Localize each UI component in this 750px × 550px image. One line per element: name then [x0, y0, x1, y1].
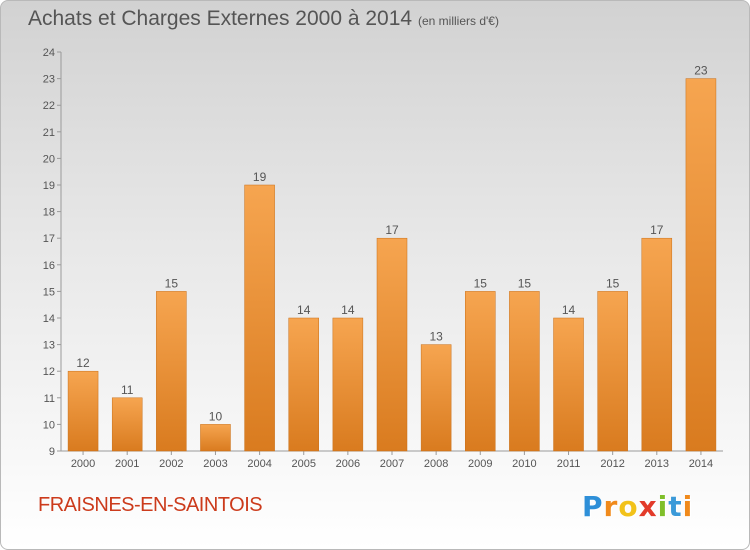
x-tick-label: 2012 [600, 458, 624, 470]
bar-value-label: 14 [562, 303, 576, 317]
logo-letter: P [582, 490, 604, 523]
x-tick-label: 2005 [291, 458, 315, 470]
y-tick-label: 16 [43, 260, 55, 272]
bar [509, 291, 540, 452]
bar [685, 78, 717, 452]
y-tick-label: 19 [43, 180, 55, 192]
y-tick-label: 20 [43, 153, 55, 165]
bar [641, 237, 673, 452]
bar [597, 291, 628, 452]
bar-value-label: 14 [297, 303, 311, 317]
bar [111, 397, 143, 452]
y-tick-label: 9 [49, 446, 55, 458]
bar [156, 291, 187, 452]
x-tick-label: 2004 [247, 458, 271, 470]
bar-value-label: 15 [518, 276, 532, 290]
bar-value-label: 12 [76, 356, 90, 370]
x-tick-label: 2002 [159, 458, 183, 470]
bar-value-label: 11 [121, 383, 134, 397]
logo-letter: o [618, 490, 639, 523]
bar-value-label: 15 [165, 276, 179, 290]
logo-letter: i [657, 490, 669, 523]
y-tick-label: 12 [43, 366, 55, 378]
commune-name: FRAISNES-EN-SAINTOIS [38, 494, 263, 516]
chart-subtitle: (en milliers d'€) [418, 14, 499, 28]
x-tick-label: 2006 [336, 458, 360, 470]
bar [465, 291, 496, 452]
y-tick-label: 24 [43, 47, 55, 59]
bar [553, 317, 584, 452]
bar-value-label: 17 [650, 223, 664, 237]
bar-value-label: 15 [606, 276, 620, 290]
bar [67, 370, 99, 452]
bar-value-label: 19 [253, 170, 267, 184]
x-tick-label: 2003 [203, 458, 227, 470]
logo-letter: x [638, 490, 658, 523]
y-tick-label: 23 [43, 74, 55, 86]
bar-value-label: 17 [385, 223, 399, 237]
bar-value-label: 23 [694, 64, 708, 78]
bar-value-label: 15 [474, 276, 488, 290]
chart-title: Achats et Charges Externes 2000 à 2014 [28, 7, 413, 30]
y-tick-label: 22 [43, 100, 55, 112]
x-tick-label: 2001 [115, 458, 139, 470]
y-tick-label: 17 [43, 233, 55, 245]
x-tick-label: 2014 [689, 458, 713, 470]
logo-letter: i [682, 490, 694, 523]
y-tick-label: 10 [43, 419, 55, 431]
y-tick-label: 18 [43, 207, 55, 219]
bar-value-label: 14 [341, 303, 355, 317]
x-tick-label: 2008 [424, 458, 448, 470]
x-tick-label: 2011 [557, 458, 581, 470]
proxiti-logo: Proxiti [582, 490, 693, 523]
bar [200, 424, 231, 452]
x-tick-label: 2010 [512, 458, 536, 470]
bar [244, 184, 275, 452]
y-tick-label: 13 [43, 340, 55, 352]
bar [288, 317, 319, 452]
x-tick-label: 2013 [645, 458, 669, 470]
chart-bars: 12 11 15 10 19 14 14 17 13 15 15 14 15 17 23 [67, 64, 717, 452]
y-tick-label: 15 [43, 286, 55, 298]
x-tick-label: 2007 [380, 458, 404, 470]
x-tick-label: 2009 [468, 458, 492, 470]
y-tick-label: 11 [44, 393, 55, 405]
y-tick-label: 14 [43, 313, 55, 325]
logo-letter: r [603, 490, 619, 523]
bar [420, 344, 452, 452]
x-tick-label: 2000 [71, 458, 95, 470]
bar [332, 317, 364, 452]
bar-value-label: 13 [429, 330, 443, 344]
bar-value-label: 10 [209, 409, 223, 423]
logo-letter: t [668, 490, 683, 523]
bar [376, 237, 408, 452]
y-tick-label: 21 [43, 127, 55, 139]
